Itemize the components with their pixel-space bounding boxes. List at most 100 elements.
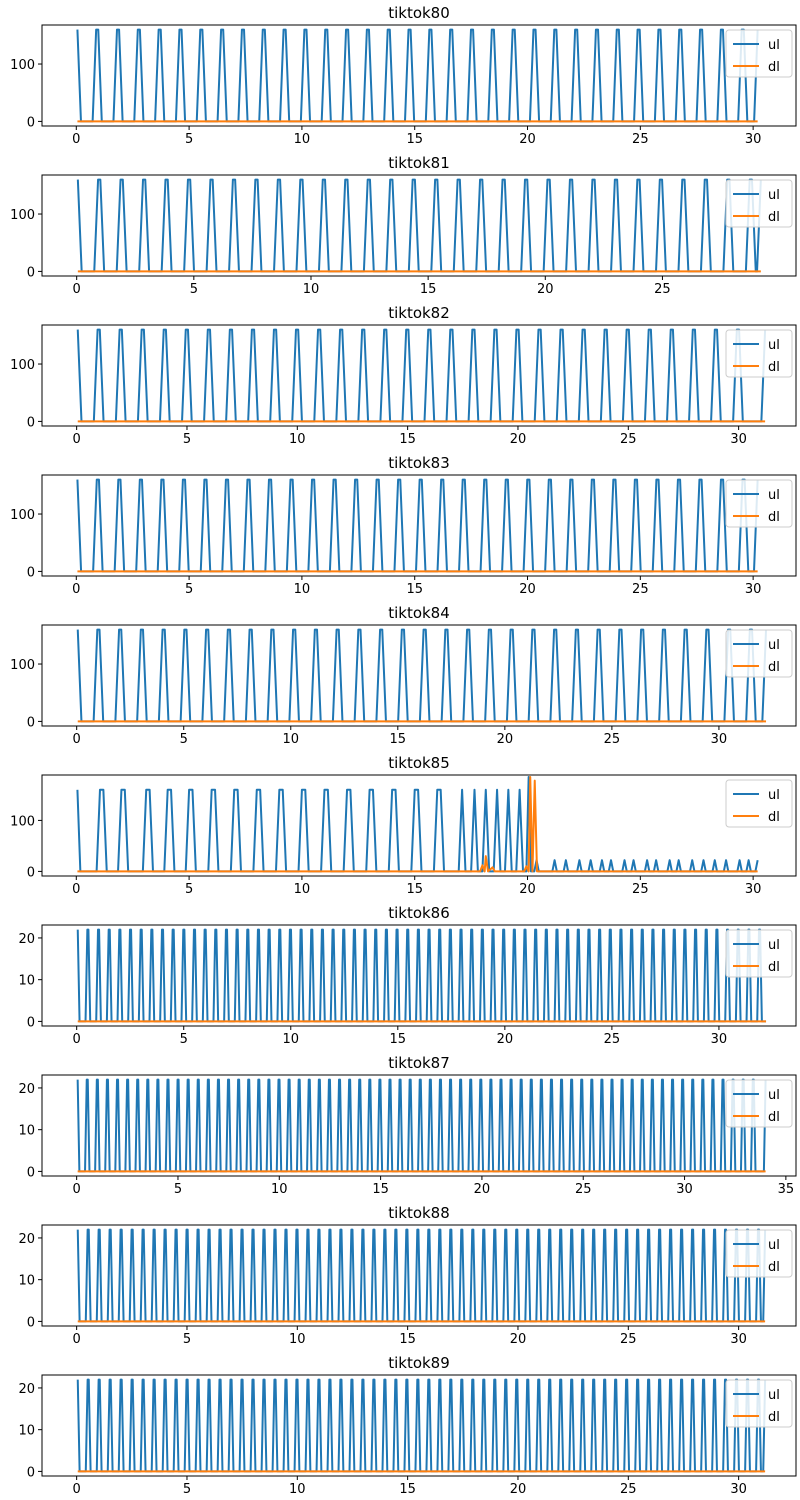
x-tick-label: 30 (745, 582, 762, 597)
x-tick-label: 5 (185, 882, 193, 897)
series-line-ul (76, 328, 767, 423)
legend-label-ul: ul (768, 338, 780, 353)
chart-panel-8: tiktok88 0 5 10 15 20 25 30 0 10 20 ul dl (18, 1204, 797, 1347)
legend: ul dl (725, 1229, 793, 1278)
y-tick-label: 0 (27, 1165, 35, 1180)
series-line-ul (76, 478, 759, 573)
x-tick-label: 10 (294, 882, 311, 897)
x-tick-label: 10 (289, 1482, 306, 1497)
legend-label-dl: dl (768, 1110, 780, 1125)
y-tick-label: 10 (18, 974, 35, 989)
x-tick-label: 25 (604, 1032, 621, 1047)
y-tick-label: 0 (27, 865, 35, 880)
legend: ul dl (725, 479, 793, 528)
x-tick-label: 0 (72, 882, 80, 897)
x-tick-label: 25 (654, 282, 671, 297)
series-line-ul (76, 776, 759, 873)
chart-title: tiktok85 (388, 754, 450, 772)
legend-box (725, 29, 793, 78)
legend-box (725, 1229, 793, 1278)
legend-label-dl: dl (768, 510, 780, 525)
legend: ul dl (725, 329, 793, 378)
x-tick-label: 25 (604, 732, 621, 747)
x-tick-label: 10 (294, 582, 311, 597)
y-tick-label: 100 (10, 358, 35, 373)
x-tick-label: 5 (183, 1482, 191, 1497)
x-tick-label: 10 (282, 1032, 299, 1047)
x-tick-label: 10 (294, 132, 311, 147)
legend: ul dl (725, 1379, 793, 1428)
x-tick-label: 5 (185, 582, 193, 597)
x-tick-label: 15 (390, 732, 407, 747)
x-tick-label: 30 (676, 1182, 693, 1197)
legend-label-dl: dl (768, 960, 780, 975)
x-tick-label: 0 (72, 132, 80, 147)
x-tick-label: 20 (519, 582, 536, 597)
x-tick-label: 0 (73, 1332, 81, 1347)
y-tick-label: 100 (10, 208, 35, 223)
x-tick-label: 15 (390, 1032, 407, 1047)
legend-label-ul: ul (768, 1088, 780, 1103)
legend: ul dl (725, 1079, 793, 1128)
x-tick-label: 20 (497, 1032, 514, 1047)
x-tick-label: 20 (510, 1482, 527, 1497)
series-line-ul (76, 178, 762, 273)
chart-title: tiktok83 (388, 454, 450, 472)
y-tick-label: 10 (18, 1424, 35, 1439)
series-line-ul (76, 1228, 767, 1323)
x-tick-label: 15 (420, 282, 437, 297)
y-tick-label: 0 (27, 715, 35, 730)
chart-panel-9: tiktok89 0 5 10 15 20 25 30 0 10 20 ul dl (18, 1354, 797, 1497)
legend-label-ul: ul (768, 488, 780, 503)
y-tick-label: 0 (27, 265, 35, 280)
legend-box (725, 179, 793, 228)
legend-box (725, 1379, 793, 1428)
legend-box (725, 479, 793, 528)
legend-box (725, 1079, 793, 1128)
chart-title: tiktok81 (388, 154, 450, 172)
chart-title: tiktok82 (388, 304, 450, 322)
chart-title: tiktok86 (388, 904, 450, 922)
x-tick-label: 25 (632, 132, 649, 147)
axes-frame (41, 174, 797, 277)
legend-box (725, 779, 793, 828)
axes-frame (41, 924, 797, 1027)
x-tick-label: 5 (180, 732, 188, 747)
axes-frame (41, 24, 797, 127)
x-tick-label: 35 (778, 1182, 795, 1197)
series-line-ul (76, 28, 759, 123)
x-tick-label: 30 (711, 732, 728, 747)
x-tick-label: 20 (474, 1182, 491, 1197)
y-tick-label: 0 (27, 415, 35, 430)
x-tick-label: 15 (399, 432, 416, 447)
x-tick-label: 5 (183, 432, 191, 447)
chart-title: tiktok80 (388, 4, 450, 22)
legend-label-ul: ul (768, 38, 780, 53)
x-tick-label: 25 (632, 582, 649, 597)
x-tick-label: 15 (372, 1182, 389, 1197)
legend-label-dl: dl (768, 360, 780, 375)
x-tick-label: 25 (575, 1182, 592, 1197)
x-tick-label: 20 (497, 732, 514, 747)
x-tick-label: 20 (519, 882, 536, 897)
chart-panel-4: tiktok84 0 5 10 15 20 25 30 0 100 ul dl (10, 604, 797, 747)
series-line-ul (76, 1378, 767, 1473)
axes-frame (41, 324, 797, 427)
y-tick-label: 10 (18, 1124, 35, 1139)
x-tick-label: 20 (519, 132, 536, 147)
x-tick-label: 10 (289, 432, 306, 447)
axes-frame (41, 774, 797, 877)
x-tick-label: 30 (730, 1482, 747, 1497)
y-tick-label: 100 (10, 814, 35, 829)
chart-title: tiktok84 (388, 604, 450, 622)
axes-frame (41, 1374, 797, 1477)
y-tick-label: 20 (18, 1232, 35, 1247)
x-tick-label: 5 (180, 1032, 188, 1047)
axes-frame (41, 1074, 797, 1177)
y-tick-label: 20 (18, 932, 35, 947)
x-tick-label: 25 (632, 882, 649, 897)
x-tick-label: 0 (72, 582, 80, 597)
legend-box (725, 629, 793, 678)
y-tick-label: 100 (10, 508, 35, 523)
x-tick-label: 15 (399, 1482, 416, 1497)
